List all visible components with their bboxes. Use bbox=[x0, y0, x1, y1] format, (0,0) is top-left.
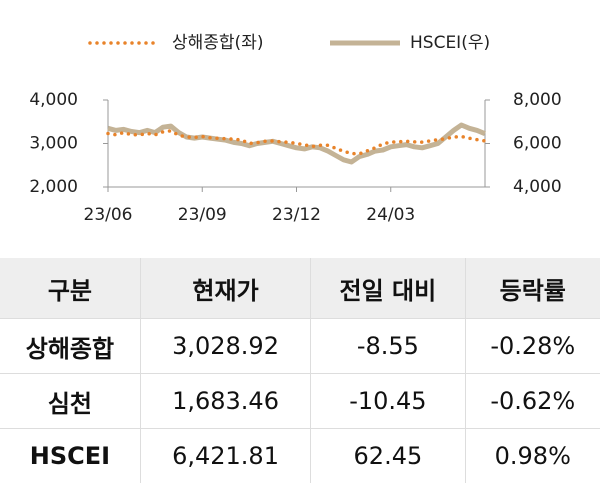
x-tick-label: 23/09 bbox=[178, 205, 227, 225]
header-cell: 등락률 bbox=[465, 258, 600, 319]
table-cell: 0.98% bbox=[465, 429, 600, 483]
y-tick-label: 2,000 bbox=[29, 177, 78, 197]
table-cell: -8.55 bbox=[311, 319, 465, 374]
y-tick-label: 4,000 bbox=[29, 90, 78, 110]
series-line bbox=[108, 125, 485, 162]
x-tick-label: 24/03 bbox=[366, 205, 415, 225]
chart: 상해종합(좌) HSCEI(우) 2,000 3,000 4,000 4,000 6,0… bbox=[0, 0, 600, 250]
table-cell: -10.45 bbox=[311, 374, 465, 429]
header-cell: 현재가 bbox=[140, 258, 310, 319]
series-line bbox=[108, 131, 485, 154]
header-cell: 전일 대비 bbox=[311, 258, 465, 319]
table-cell: HSCEI bbox=[0, 429, 140, 483]
table-cell: -0.28% bbox=[465, 319, 600, 374]
table-cell: 62.45 bbox=[311, 429, 465, 483]
table-cell: -0.62% bbox=[465, 374, 600, 429]
table-cell: 상해종합 bbox=[0, 319, 140, 374]
y2-tick-label: 6,000 bbox=[513, 134, 562, 154]
y2-tick-label: 8,000 bbox=[513, 90, 562, 110]
x-tick-label: 23/06 bbox=[84, 205, 133, 225]
table-cell: 3,028.92 bbox=[140, 319, 310, 374]
header-cell: 구분 bbox=[0, 258, 140, 319]
table-cell: 6,421.81 bbox=[140, 429, 310, 483]
y2-tick-label: 4,000 bbox=[513, 177, 562, 197]
legend-label: 상해종합(좌) bbox=[172, 33, 263, 53]
y-tick-label: 3,000 bbox=[29, 134, 78, 154]
table-cell: 심천 bbox=[0, 374, 140, 429]
legend-label: HSCEI(우) bbox=[410, 33, 490, 53]
x-tick-label: 23/12 bbox=[272, 205, 321, 225]
table-cell: 1,683.46 bbox=[140, 374, 310, 429]
